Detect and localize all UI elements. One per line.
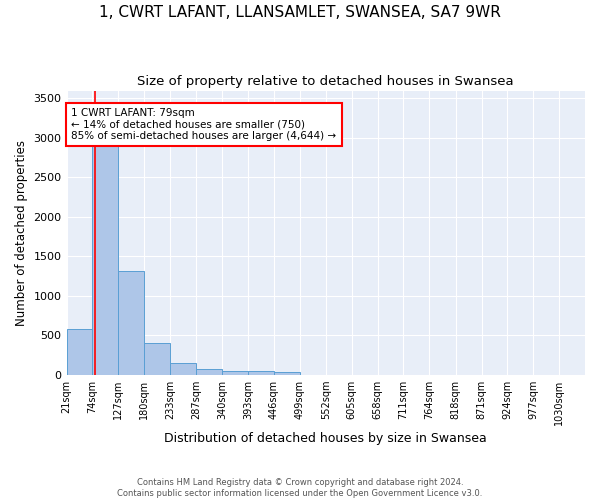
Title: Size of property relative to detached houses in Swansea: Size of property relative to detached ho… (137, 75, 514, 88)
Y-axis label: Number of detached properties: Number of detached properties (15, 140, 28, 326)
Bar (92, 144, 118, 375)
Bar (274, 372, 300, 375)
Bar (170, 362, 196, 375)
Bar (144, 342, 170, 375)
X-axis label: Distribution of detached houses by size in Swansea: Distribution of detached houses by size … (164, 432, 487, 445)
Bar (196, 368, 222, 375)
Bar (118, 270, 144, 375)
Bar (67, 329, 92, 375)
Text: 1 CWRT LAFANT: 79sqm
← 14% of detached houses are smaller (750)
85% of semi-deta: 1 CWRT LAFANT: 79sqm ← 14% of detached h… (71, 108, 337, 141)
Bar (248, 372, 274, 375)
Bar (222, 370, 248, 375)
Text: Contains HM Land Registry data © Crown copyright and database right 2024.
Contai: Contains HM Land Registry data © Crown c… (118, 478, 482, 498)
Text: 1, CWRT LAFANT, LLANSAMLET, SWANSEA, SA7 9WR: 1, CWRT LAFANT, LLANSAMLET, SWANSEA, SA7… (99, 5, 501, 20)
